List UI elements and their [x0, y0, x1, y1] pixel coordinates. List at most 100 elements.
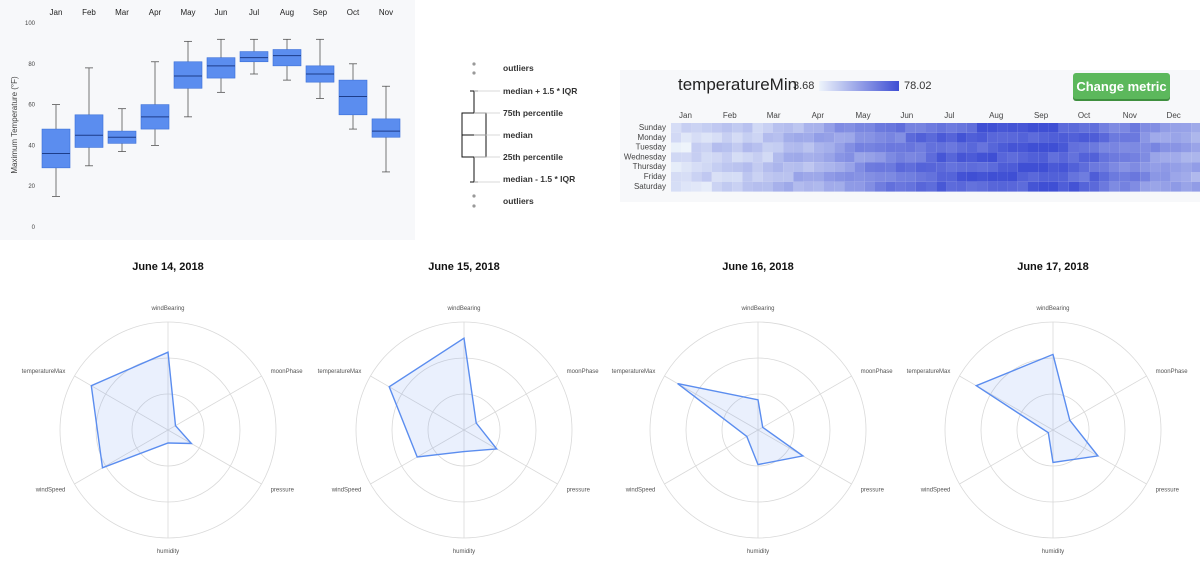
heatmap-cell: [956, 181, 967, 192]
heatmap-cell: [895, 181, 906, 192]
heatmap-cell: [813, 181, 824, 192]
heatmap-cell: [1140, 172, 1151, 182]
heatmap-cell: [1068, 123, 1079, 133]
heatmap-cell: [926, 123, 937, 133]
heatmap-cell: [783, 181, 794, 192]
heatmap-cell: [773, 172, 784, 182]
legend-outlier-dot: [472, 62, 476, 66]
heatmap-cell: [885, 132, 896, 143]
heatmap-cell: [864, 142, 875, 153]
heatmap-cell: [946, 142, 957, 153]
heatmap-cell: [997, 162, 1008, 172]
heatmap-cell: [1109, 142, 1120, 153]
heatmap-cell: [1068, 162, 1079, 172]
radar-axis-label: humidity: [747, 549, 769, 555]
heatmap-cell: [1079, 152, 1090, 163]
heatmap-cell: [793, 181, 804, 192]
heatmap-cell: [1160, 162, 1171, 172]
heatmap-cell: [1170, 172, 1181, 182]
heatmap-cell: [834, 162, 845, 172]
heatmap-cell: [671, 172, 682, 182]
heatmap-cell: [1109, 181, 1120, 192]
heatmap-cell: [1160, 123, 1171, 133]
heatmap-cell: [1150, 142, 1161, 153]
radar-series-shape: [90, 351, 193, 469]
radar-axis-label: pressure: [1156, 488, 1180, 494]
heatmap-cell: [681, 132, 692, 143]
heatmap-cell: [956, 152, 967, 163]
heatmap-cell: [1007, 152, 1018, 163]
heatmap-cell: [997, 142, 1008, 153]
heatmap-cell: [1058, 162, 1069, 172]
heatmap-cell: [895, 172, 906, 182]
heatmap-cell: [1079, 172, 1090, 182]
heatmap-cell: [681, 152, 692, 163]
heatmap-cell: [671, 123, 682, 133]
heatmap-cell: [895, 123, 906, 133]
y-tick-label: 100: [25, 21, 36, 27]
heatmap-cell: [1160, 132, 1171, 143]
box-jan: [41, 128, 71, 169]
heatmap-cell: [977, 123, 988, 133]
month-label: Aug: [280, 8, 294, 17]
heatmap-cell: [824, 132, 835, 143]
heatmap-cell: [752, 152, 763, 163]
heatmap-cell: [1181, 142, 1192, 153]
heatmap-cell: [905, 172, 916, 182]
heatmap-title: temperatureMin: [678, 75, 798, 94]
heatmap-cell: [875, 172, 886, 182]
heatmap-cell: [711, 181, 722, 192]
heatmap-cell: [1038, 132, 1049, 143]
heatmap-cell: [742, 152, 753, 163]
heatmap-cell: [956, 142, 967, 153]
heatmap-cell: [1140, 152, 1151, 163]
heatmap-cell: [915, 142, 926, 153]
change-metric-button[interactable]: Change metric: [1073, 73, 1170, 99]
radar-axis-line: [463, 429, 558, 485]
heatmap-month-label: May: [855, 111, 870, 120]
heatmap-cell: [1017, 172, 1028, 182]
heatmap-cell: [1130, 172, 1141, 182]
heatmap-cell: [711, 132, 722, 143]
heatmap-cell: [915, 123, 926, 133]
radar-axis-label: moonPhase: [861, 369, 894, 375]
heatmap-cell: [905, 123, 916, 133]
heatmap-cell: [711, 142, 722, 153]
heatmap-cell: [752, 142, 763, 153]
heatmap-cell: [1130, 142, 1141, 153]
radar-title: June 14, 2018: [132, 261, 204, 273]
heatmap-cell: [915, 181, 926, 192]
heatmap-day-label: Wednesday: [624, 152, 666, 161]
month-label: Jun: [215, 8, 228, 17]
heatmap-cell: [885, 172, 896, 182]
radar-axis-label: moonPhase: [1156, 369, 1189, 375]
radar-axis-label: moonPhase: [271, 369, 304, 375]
heatmap-cell: [752, 162, 763, 172]
heatmap-cell: [1058, 181, 1069, 192]
heatmap-cell: [875, 181, 886, 192]
heatmap-cell: [1099, 152, 1110, 163]
heatmap-cell: [875, 123, 886, 133]
heatmap-cell: [773, 142, 784, 153]
heatmap-cell: [722, 142, 733, 153]
heatmap-cell: [1150, 172, 1161, 182]
heatmap-cell: [875, 152, 886, 163]
heatmap-cell: [1089, 142, 1100, 153]
heatmap-cell: [803, 162, 814, 172]
heatmap-cell: [1119, 172, 1130, 182]
heatmap-cell: [997, 181, 1008, 192]
heatmap-cell: [915, 132, 926, 143]
heatmap-cell: [711, 152, 722, 163]
heatmap-cell: [803, 142, 814, 153]
heatmap-month-label: Jun: [900, 111, 913, 120]
y-tick-label: 40: [28, 143, 35, 149]
heatmap-cell: [997, 172, 1008, 182]
heatmap-cell: [783, 162, 794, 172]
heatmap-cell: [977, 162, 988, 172]
radar-title: June 15, 2018: [428, 261, 500, 273]
heatmap-cell: [946, 181, 957, 192]
radar-axis-line: [167, 375, 262, 431]
heatmap-cell: [711, 162, 722, 172]
heatmap-cell: [742, 132, 753, 143]
heatmap-cell: [722, 172, 733, 182]
